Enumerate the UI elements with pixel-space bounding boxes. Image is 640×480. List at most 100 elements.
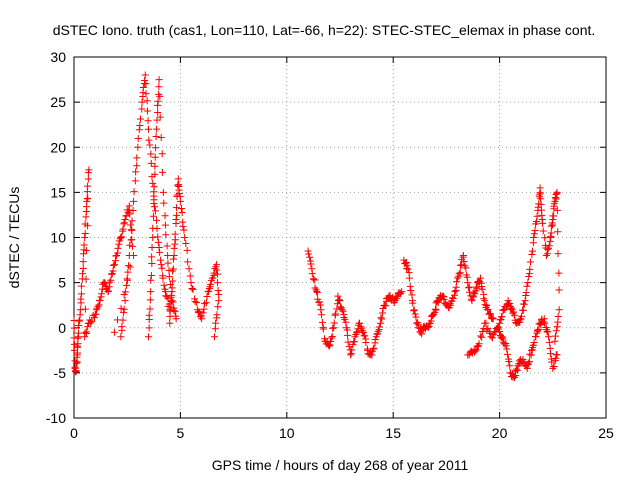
data-point [117,333,125,341]
data-point [315,298,323,306]
x-axis-title: GPS time / hours of day 268 of year 2011 [212,457,469,473]
data-point [72,359,80,367]
data-point [110,328,118,336]
data-point [133,154,141,162]
data-point [526,350,534,358]
data-point [167,293,175,301]
data-point [472,346,480,354]
data-point [520,300,528,308]
data-point [93,306,101,314]
data-point [413,319,421,327]
data-point [200,305,208,313]
data-point [145,136,153,144]
data-point [166,281,174,289]
data-point [205,284,213,292]
data-point [81,229,89,237]
data-point [131,177,139,185]
data-point [147,272,155,280]
data-point [80,241,88,249]
data-point [484,325,492,333]
y-axis-title: dSTEC / TECUs [6,187,22,289]
data-point [104,287,112,295]
data-point [335,296,343,304]
data-point [488,334,496,342]
data-point [492,328,500,336]
data-point [553,351,561,359]
data-point [391,296,399,304]
data-point [130,197,138,205]
data-point [168,284,176,292]
data-point [555,306,563,314]
data-point [162,231,170,239]
data-point [178,209,186,217]
data-point [459,252,467,260]
data-point [311,284,319,292]
data-point [433,298,441,306]
data-point [534,326,542,334]
data-point [530,230,538,238]
data-point [155,76,163,84]
data-point [215,290,223,298]
data-point [127,226,135,234]
data-point [171,240,179,248]
y-tick-label: -10 [46,410,66,426]
data-point [164,259,172,267]
data-point [138,98,146,106]
data-point [154,233,162,241]
data-point [516,316,524,324]
data-point [70,324,78,332]
y-tick-label: -5 [54,365,67,381]
data-point [325,342,333,350]
data-point [523,282,531,290]
data-point [98,290,106,298]
data-point [119,225,127,233]
data-point [149,212,157,220]
data-point [134,135,142,143]
data-point [122,281,130,289]
chart-title: dSTEC Iono. truth (cas1, Lon=110, Lat=-6… [53,22,596,38]
data-point [169,265,177,273]
data-point [191,298,199,306]
data-point [185,265,193,273]
data-point [524,279,532,287]
data-point [398,288,406,296]
data-point [106,278,114,286]
data-point [145,324,153,332]
data-point [506,362,514,370]
data-point [84,323,92,331]
data-point [326,341,334,349]
data-point [94,302,102,310]
data-point [146,141,154,149]
data-point [505,358,513,366]
data-point [544,327,552,335]
data-point [542,252,550,260]
data-point [161,221,169,229]
data-point [213,314,221,322]
data-point [344,338,352,346]
data-point [549,364,557,372]
data-point [168,297,176,305]
data-point [214,270,222,278]
data-point [334,292,342,300]
data-point [96,296,104,304]
data-point [551,194,559,202]
data-point [405,274,413,282]
data-point [495,328,503,336]
data-point [406,282,414,290]
data-point [487,310,495,318]
data-point [159,188,167,196]
data-point [376,319,384,327]
data-point [214,279,222,287]
data-point [528,247,536,255]
data-point [155,83,163,91]
data-point [510,311,518,319]
data-point [319,325,327,333]
data-point [82,328,90,336]
data-point [153,216,161,224]
data-point [125,252,133,260]
data-point [465,284,473,292]
data-point [305,250,313,258]
data-point [147,159,155,167]
data-point [165,273,173,281]
data-point [126,241,134,249]
